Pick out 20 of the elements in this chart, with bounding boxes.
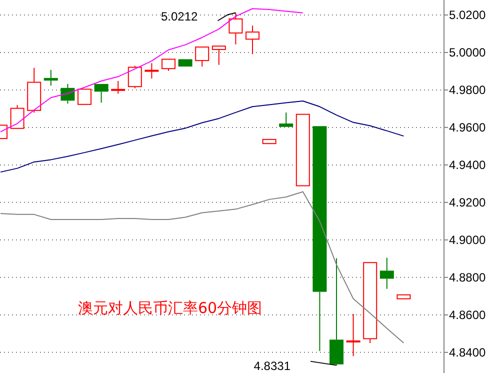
y-tick-label: 4.8600	[449, 308, 486, 322]
y-tick-label: 5.0000	[449, 46, 486, 60]
y-tick-label: 4.9600	[449, 120, 486, 135]
candlestick	[246, 25, 260, 55]
text: 澳元对人民币汇率60分钟图	[78, 299, 262, 317]
y-tick-label: 4.9000	[449, 233, 486, 248]
annotation: 5.0212	[160, 10, 198, 24]
candlestick	[346, 313, 360, 357]
line-series	[0, 8, 304, 132]
candlestick	[44, 69, 58, 86]
candlestick	[60, 83, 75, 104]
y-tick-label: 5.0200	[449, 8, 486, 22]
candlestick	[380, 257, 394, 290]
annotation: 4.8331	[254, 359, 291, 373]
line-series	[0, 100, 404, 173]
y-tick-label: 4.9800	[449, 83, 486, 98]
y-tick-label: 4.8400	[449, 346, 486, 360]
y-tick-label: 4.9400	[449, 158, 486, 172]
y-tick-label: 4.8800	[449, 270, 486, 285]
y-tick-label: 4.9200	[449, 196, 486, 210]
